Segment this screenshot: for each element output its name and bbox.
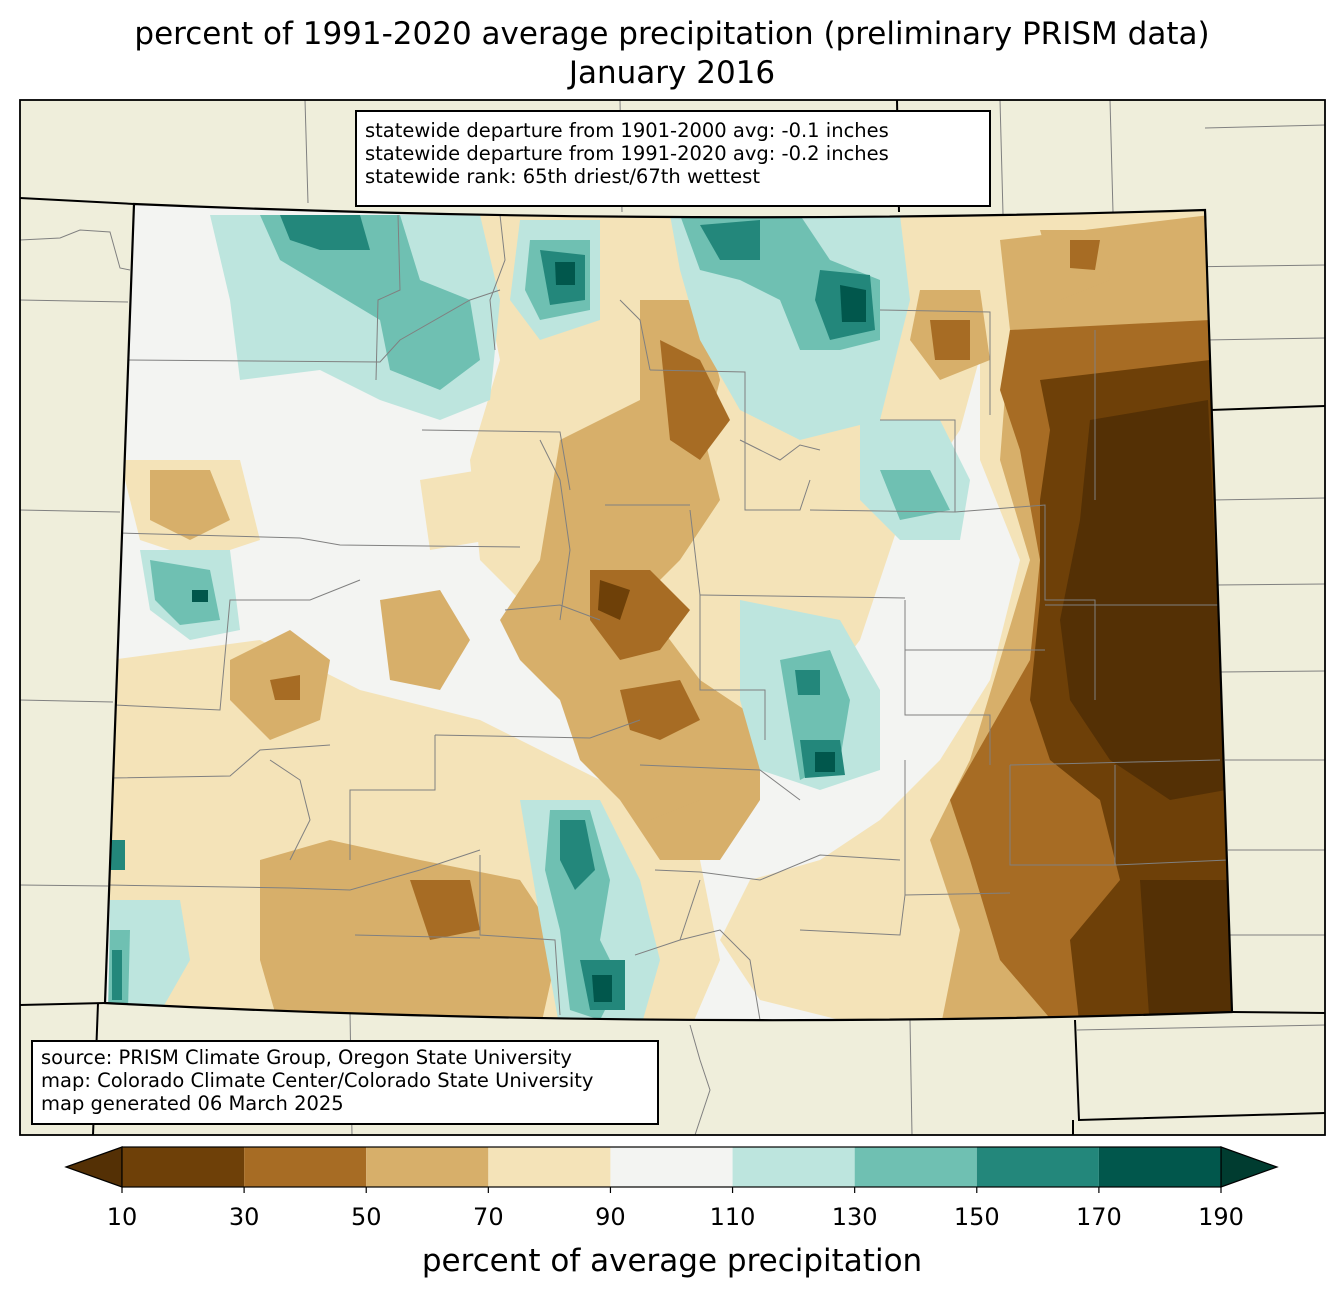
credits-box: source: PRISM Climate Group, Oregon Stat… xyxy=(31,1040,659,1125)
colorbar-tick-label: 50 xyxy=(350,1203,382,1231)
neighbor-county-lines xyxy=(20,100,1325,1135)
map-frame-border xyxy=(19,99,1326,1136)
colorbar xyxy=(64,1146,1279,1193)
colorbar-tick-label: 170 xyxy=(1075,1203,1122,1231)
colorbar-bin-170-190 xyxy=(1098,1147,1221,1187)
colorbar-tick-label: 110 xyxy=(709,1203,756,1231)
colorbar-bin-150-170 xyxy=(976,1147,1099,1187)
stats-departure-1901-2000: statewide departure from 1901-2000 avg: … xyxy=(365,119,889,142)
statewide-stats-box: statewide departure from 1901-2000 avg: … xyxy=(355,110,991,207)
credits-source: source: PRISM Climate Group, Oregon Stat… xyxy=(41,1046,572,1069)
colorbar-bin-130-150 xyxy=(854,1147,977,1187)
credits-map: map: Colorado Climate Center/Colorado St… xyxy=(41,1069,594,1092)
colorado-state-outline xyxy=(103,202,1234,1022)
colorbar-tick-label: 30 xyxy=(228,1203,260,1231)
colorbar-bin-90-110 xyxy=(610,1147,733,1187)
stats-rank: statewide rank: 65th driest/67th wettest xyxy=(365,165,760,188)
colorbar-under-arrow xyxy=(64,1146,123,1188)
colorbar-tick-label: 130 xyxy=(831,1203,878,1231)
colorbar-bin-50-70 xyxy=(366,1147,489,1187)
colorado-precipitation-field xyxy=(105,204,1232,1021)
map-title: percent of 1991-2020 average precipitati… xyxy=(134,16,1210,52)
colorbar-bin-10-30 xyxy=(122,1147,245,1187)
colorbar-tick-label: 190 xyxy=(1198,1203,1244,1231)
stats-departure-1991-2020: statewide departure from 1991-2020 avg: … xyxy=(365,142,889,165)
colorbar-tick-label: 90 xyxy=(595,1203,626,1231)
colorbar-label: percent of average precipitation xyxy=(421,1243,923,1279)
map-subtitle: January 2016 xyxy=(568,55,776,91)
colorbar-over-arrow xyxy=(1220,1146,1279,1188)
colorbar-bin-110-130 xyxy=(732,1147,855,1187)
colorbar-bin-30-50 xyxy=(244,1147,367,1187)
credits-generated: map generated 06 March 2025 xyxy=(41,1092,344,1115)
colorbar-tick-label: 10 xyxy=(106,1203,138,1231)
colorbar-tick-label: 70 xyxy=(473,1203,504,1231)
colorbar-bin-70-90 xyxy=(488,1147,611,1187)
colorbar-tick-label: 150 xyxy=(953,1203,1000,1231)
